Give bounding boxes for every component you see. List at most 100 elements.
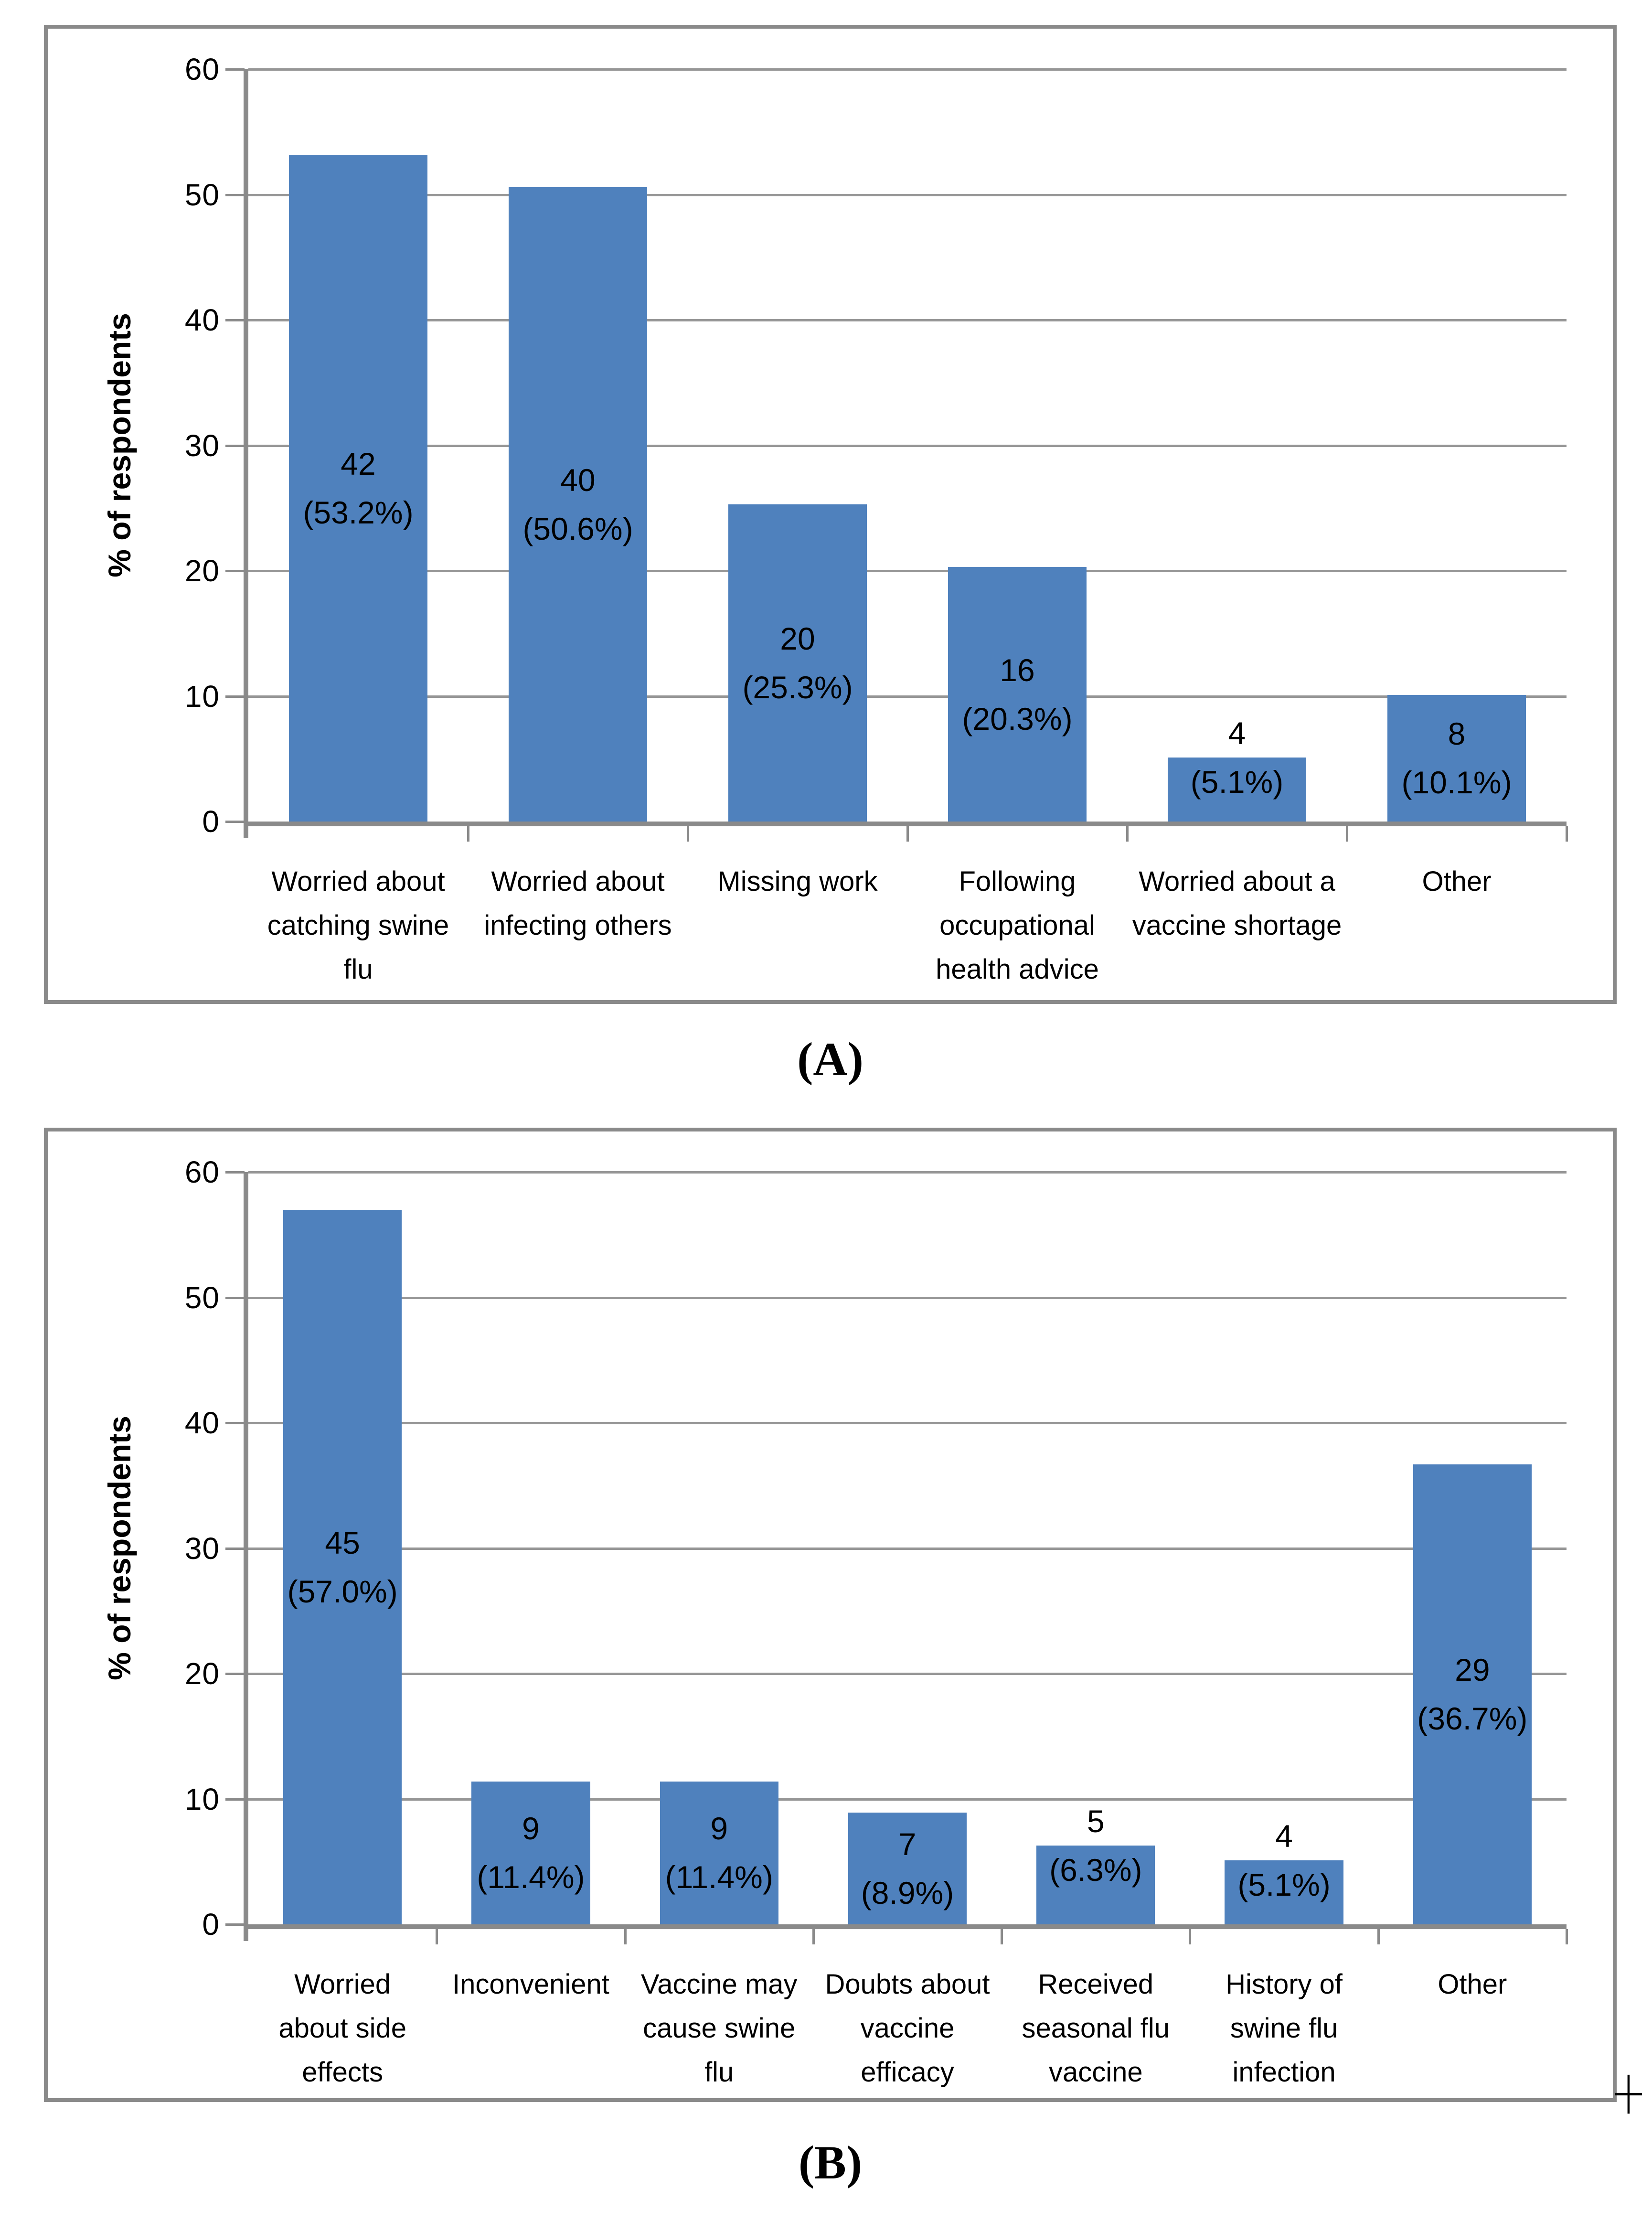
y-tick-label-60: 60 bbox=[184, 52, 220, 86]
y-tick-label-50: 50 bbox=[184, 177, 220, 212]
category-label-5: Received seasonal flu vaccine bbox=[1022, 1969, 1170, 2088]
corner-plus-mark: + bbox=[1610, 2056, 1647, 2129]
category-label-4: Doubts about vaccine efficacy bbox=[825, 1969, 990, 2088]
bar-5 bbox=[1168, 758, 1306, 822]
gridline-10 bbox=[248, 695, 1567, 698]
bar-value-label-1: 45 (57.0%) bbox=[287, 1525, 398, 1609]
y-tick-label-10: 10 bbox=[184, 1782, 220, 1816]
panel-b-chart: % of respondents 0 10 20 30 40 50 60 45 (57.0%) 9… bbox=[44, 1128, 1617, 2102]
y-axis-line bbox=[244, 1172, 248, 1941]
x-tick-mark-7 bbox=[1566, 1929, 1568, 1944]
gridline-50 bbox=[248, 193, 1567, 196]
gridline-20 bbox=[248, 570, 1567, 572]
x-tick-mark-4 bbox=[1126, 826, 1129, 842]
bar-value-label-2: 9 (11.4%) bbox=[477, 1811, 585, 1895]
y-tick-mark-20 bbox=[225, 570, 245, 572]
y-tick-label-30: 30 bbox=[184, 1531, 220, 1566]
panel-b-caption: (B) bbox=[798, 2136, 863, 2189]
x-tick-mark-3 bbox=[812, 1929, 815, 1944]
y-tick-label-40: 40 bbox=[184, 1406, 220, 1440]
x-tick-mark-3 bbox=[906, 826, 909, 842]
gridline-30 bbox=[248, 444, 1567, 447]
gridline-30 bbox=[248, 1547, 1567, 1550]
y-tick-label-10: 10 bbox=[184, 679, 220, 714]
gridline-20 bbox=[248, 1673, 1567, 1675]
y-tick-mark-50 bbox=[225, 1296, 245, 1299]
bar-value-label-4: 7 (8.9%) bbox=[861, 1826, 954, 1911]
y-tick-mark-30 bbox=[225, 444, 245, 447]
y-tick-mark-60 bbox=[225, 68, 245, 71]
panel-a-caption: (A) bbox=[797, 1033, 863, 1086]
bar-3 bbox=[728, 504, 867, 822]
bar-6 bbox=[1387, 694, 1526, 822]
category-label-2: Inconvenient bbox=[452, 1969, 609, 2000]
bar-value-label-3: 9 (11.4%) bbox=[665, 1811, 773, 1895]
bar-5 bbox=[1036, 1845, 1155, 1924]
y-tick-label-20: 20 bbox=[184, 1656, 220, 1691]
category-label-3: Vaccine may cause swine flu bbox=[640, 1969, 798, 2088]
category-label-6: History of swine flu infection bbox=[1226, 1969, 1343, 2088]
bar-4 bbox=[948, 567, 1087, 822]
y-tick-mark-10 bbox=[225, 1798, 245, 1801]
category-label-1: Worried about catching swine flu bbox=[267, 866, 449, 985]
plot-area: 0 10 20 30 40 50 60 45 (57.0%) 9 (11.4%) 9 (11.4%… bbox=[185, 1155, 1568, 1944]
bar-2 bbox=[471, 1781, 590, 1924]
bar-2 bbox=[509, 187, 647, 822]
bar-value-label-5: 4 (5.1%) bbox=[1190, 715, 1284, 800]
bar-7 bbox=[1413, 1464, 1532, 1924]
y-tick-label-30: 30 bbox=[184, 428, 220, 463]
x-tick-mark-6 bbox=[1377, 1929, 1380, 1944]
bar-1 bbox=[289, 154, 427, 822]
y-tick-mark-0 bbox=[225, 1923, 245, 1926]
y-tick-label-0: 0 bbox=[202, 1907, 220, 1942]
y-tick-label-50: 50 bbox=[184, 1280, 220, 1315]
y-tick-label-60: 60 bbox=[184, 1155, 220, 1189]
bar-value-label-3: 20 (25.3%) bbox=[742, 620, 853, 705]
bar-1 bbox=[283, 1209, 402, 1924]
x-tick-mark-5 bbox=[1346, 826, 1348, 842]
x-tick-mark-6 bbox=[1566, 826, 1568, 842]
y-tick-mark-40 bbox=[225, 319, 245, 321]
y-tick-mark-50 bbox=[225, 193, 245, 196]
gridline-50 bbox=[248, 1296, 1567, 1299]
y-tick-label-20: 20 bbox=[184, 554, 220, 588]
y-tick-mark-30 bbox=[225, 1547, 245, 1550]
panel-a-chart: % of respondents 0 10 20 30 40 50 60 42 (53.2%) 4… bbox=[44, 25, 1617, 1004]
y-tick-mark-20 bbox=[225, 1673, 245, 1675]
gridline-40 bbox=[248, 319, 1567, 321]
category-label-5: Worried about a vaccine shortage bbox=[1132, 866, 1342, 941]
category-label-2: Worried about infecting others bbox=[484, 866, 672, 941]
bar-value-label-6: 8 (10.1%) bbox=[1401, 716, 1512, 800]
gridline-40 bbox=[248, 1422, 1567, 1424]
bar-value-label-1: 42 (53.2%) bbox=[303, 446, 414, 530]
y-tick-mark-0 bbox=[225, 821, 245, 823]
bar-4 bbox=[848, 1813, 967, 1924]
x-axis-line bbox=[248, 822, 1567, 826]
plot-area: 0 10 20 30 40 50 60 42 (53.2%) 40 (50.6%) 20 (25.… bbox=[185, 52, 1568, 842]
x-tick-mark-1 bbox=[467, 826, 469, 842]
gridline-60 bbox=[248, 68, 1567, 71]
bar-value-label-5: 5 (6.3%) bbox=[1049, 1803, 1142, 1888]
x-axis-line bbox=[248, 1924, 1567, 1929]
category-label-1: Worried about side effects bbox=[278, 1969, 406, 2088]
y-tick-mark-10 bbox=[225, 695, 245, 698]
bar-value-label-2: 40 (50.6%) bbox=[522, 462, 633, 546]
x-tick-mark-2 bbox=[624, 1929, 627, 1944]
y-tick-label-0: 0 bbox=[202, 804, 220, 839]
bar-value-label-4: 16 (20.3%) bbox=[962, 652, 1073, 736]
category-label-7: Other bbox=[1438, 1969, 1507, 2000]
bar-value-label-6: 4 (5.1%) bbox=[1237, 1818, 1331, 1903]
x-tick-mark-5 bbox=[1189, 1929, 1192, 1944]
y-tick-mark-60 bbox=[225, 1171, 245, 1174]
y-tick-mark-40 bbox=[225, 1422, 245, 1424]
bar-value-label-7: 29 (36.7%) bbox=[1417, 1652, 1528, 1737]
y-tick-label-40: 40 bbox=[184, 303, 220, 337]
gridline-60 bbox=[248, 1171, 1567, 1174]
y-axis-line bbox=[244, 69, 248, 838]
x-tick-mark-1 bbox=[436, 1929, 438, 1944]
category-label-4: Following occupational health advice bbox=[936, 866, 1099, 985]
category-label-6: Other bbox=[1422, 866, 1492, 897]
bar-6 bbox=[1225, 1860, 1343, 1924]
x-tick-mark-4 bbox=[1001, 1929, 1003, 1944]
